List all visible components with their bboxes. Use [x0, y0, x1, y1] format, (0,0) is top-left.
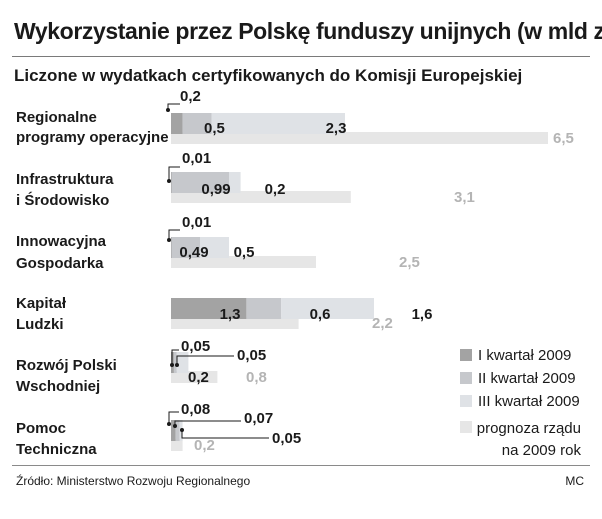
category-label: Rozwój Polski	[16, 357, 117, 374]
forecast-bar	[171, 256, 316, 268]
leader-dot	[175, 363, 179, 367]
category-label: Innowacyjna	[16, 233, 107, 250]
leader-dot	[170, 363, 174, 367]
bar-q1	[171, 237, 172, 258]
data-label: 1,3	[220, 306, 241, 323]
legend-label: na 2009 rok	[502, 442, 582, 459]
leader-dot	[180, 428, 184, 432]
leader-dot	[167, 422, 171, 426]
bar-q2	[171, 172, 229, 193]
leader-line	[168, 166, 180, 181]
category-label: Ludzki	[16, 316, 64, 333]
category-label: Kapitał	[16, 295, 67, 312]
forecast-label: 0,2	[194, 437, 215, 454]
source-note: Źródło: Ministerstwo Rozwoju Regionalneg…	[16, 474, 251, 488]
category-label: Infrastruktura	[16, 171, 114, 188]
author-initials: MC	[565, 474, 584, 488]
leader-line	[174, 420, 241, 426]
chart-subtitle: Liczone w wydatkach certyfikowanych do K…	[14, 66, 523, 85]
forecast-bar	[171, 191, 351, 203]
leader-dot	[167, 179, 171, 183]
bar-q2	[171, 237, 200, 258]
leader-line	[176, 355, 234, 365]
bar-q2	[182, 113, 212, 134]
data-label: 0,08	[181, 401, 210, 418]
leader-dot	[167, 238, 171, 242]
bar-q3	[211, 113, 345, 134]
bar-q3	[176, 352, 189, 373]
leader-line	[168, 411, 179, 424]
category-label: i Środowisko	[16, 191, 109, 209]
data-label: 0,05	[237, 347, 266, 364]
bar-q2	[175, 420, 180, 441]
legend-swatch	[460, 421, 472, 433]
forecast-label: 3,1	[454, 189, 475, 206]
data-label: 0,01	[182, 214, 211, 231]
category-label: Techniczna	[16, 441, 97, 458]
bar-q3	[200, 237, 229, 258]
forecast-label: 0,8	[246, 369, 267, 386]
data-label: 0,07	[244, 410, 273, 427]
bar-q3	[281, 298, 374, 319]
category-label: Wschodniej	[16, 378, 100, 395]
forecast-bar	[171, 132, 548, 144]
data-label: 2,3	[326, 120, 347, 137]
data-label: 0,5	[204, 120, 225, 137]
forecast-label: 6,5	[553, 130, 574, 147]
leader-line	[167, 103, 180, 110]
data-label: 1,6	[412, 306, 433, 323]
bar-q1	[171, 420, 176, 441]
leader-line	[168, 229, 180, 240]
category-label: Regionalne	[16, 109, 97, 126]
leader-line	[171, 349, 179, 365]
legend-label: III kwartał 2009	[478, 393, 580, 410]
data-label: 0,2	[265, 181, 286, 198]
footer-divider	[12, 465, 590, 466]
leader-line	[181, 430, 269, 439]
forecast-label: 2,2	[372, 315, 393, 332]
legend-swatch	[460, 395, 472, 407]
legend-swatch	[460, 349, 472, 361]
category-label: programy operacyjne	[16, 129, 169, 146]
category-label: Gospodarka	[16, 255, 104, 272]
data-label: 0,49	[179, 244, 208, 261]
forecast-bar	[171, 439, 183, 451]
chart-title: Wykorzystanie przez Polskę funduszy unij…	[14, 18, 602, 44]
data-label: 0,2	[180, 88, 201, 105]
forecast-bar	[171, 317, 299, 329]
bar-q1	[171, 113, 183, 134]
bar-q1	[171, 172, 172, 193]
legend-label: prognoza rządu	[477, 420, 581, 437]
title-divider	[12, 56, 590, 57]
legend-swatch	[460, 372, 472, 384]
bar-q1	[171, 298, 247, 319]
data-label: 0,2	[188, 369, 209, 386]
leader-dot	[166, 108, 170, 112]
data-label: 0,01	[182, 150, 211, 167]
bar-q2	[173, 352, 177, 373]
bar-q3	[229, 172, 241, 193]
data-label: 0,05	[272, 430, 301, 447]
forecast-bar	[171, 371, 218, 383]
bar-q2	[246, 298, 282, 319]
category-label: Pomoc	[16, 420, 66, 437]
forecast-label: 2,5	[399, 254, 420, 271]
data-label: 0,5	[234, 244, 255, 261]
data-label: 0,99	[201, 181, 230, 198]
data-label: 0,6	[310, 306, 331, 323]
leader-dot	[173, 424, 177, 428]
data-label: 0,05	[181, 338, 210, 355]
legend-label: II kwartał 2009	[478, 370, 576, 387]
legend-label: I kwartał 2009	[478, 347, 571, 364]
